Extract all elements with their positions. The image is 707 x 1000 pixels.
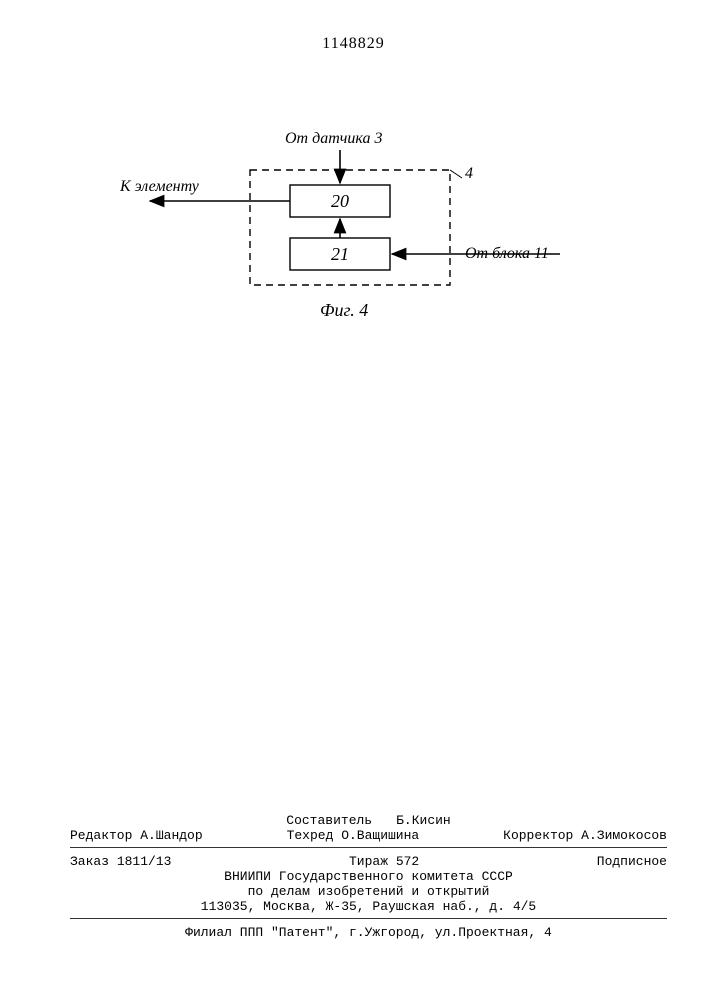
divider-2 bbox=[70, 918, 667, 919]
imprint-footer: Составитель Б.Кисин Редактор А.Шандор Те… bbox=[70, 813, 667, 940]
figure-4-diagram: От датчика 3 К элементу От блока 11 4 20… bbox=[120, 130, 580, 360]
dashed-block-4 bbox=[250, 170, 450, 285]
tirazh-value: 572 bbox=[396, 854, 419, 869]
branch-line: Филиал ППП "Патент", г.Ужгород, ул.Проек… bbox=[70, 925, 667, 940]
order-label: Заказ bbox=[70, 854, 109, 869]
techred-label: Техред bbox=[287, 828, 334, 843]
org-address: 113035, Москва, Ж-35, Раушская наб., д. … bbox=[70, 899, 667, 914]
page: 1148829 От датчика 3 К элементу От блока… bbox=[0, 0, 707, 1000]
compiler-row: Составитель Б.Кисин bbox=[70, 813, 667, 828]
label-from-sensor-3: От датчика 3 bbox=[285, 130, 382, 148]
editor-label: Редактор bbox=[70, 828, 132, 843]
techred-name: О.Ващишина bbox=[341, 828, 419, 843]
org-line-1: ВНИИПИ Государственного комитета СССР bbox=[70, 869, 667, 884]
subscription: Подписное bbox=[597, 854, 667, 869]
techred: Техред О.Ващишина bbox=[287, 828, 420, 843]
compiler-name: Б.Кисин bbox=[396, 813, 451, 828]
corrector: Корректор А.Зимокосов bbox=[503, 828, 667, 843]
corrector-name: А.Зимокосов bbox=[581, 828, 667, 843]
editor-name: А.Шандор bbox=[140, 828, 202, 843]
org-line-2: по делам изобретений и открытий bbox=[70, 884, 667, 899]
tirazh-label: Тираж bbox=[349, 854, 388, 869]
divider-1 bbox=[70, 847, 667, 848]
label-from-block-11: От блока 11 bbox=[465, 245, 549, 263]
credits-row: Редактор А.Шандор Техред О.Ващишина Корр… bbox=[70, 828, 667, 843]
figure-caption: Фиг. 4 bbox=[320, 300, 368, 321]
corrector-label: Корректор bbox=[503, 828, 573, 843]
tirazh: Тираж 572 bbox=[349, 854, 419, 869]
order: Заказ 1811/13 bbox=[70, 854, 171, 869]
leader-to-ref-4 bbox=[450, 170, 462, 178]
block-ref-4: 4 bbox=[465, 165, 473, 183]
print-info-row: Заказ 1811/13 Тираж 572 Подписное bbox=[70, 854, 667, 869]
box-21-label: 21 bbox=[331, 244, 349, 264]
order-value: 1811/13 bbox=[117, 854, 172, 869]
label-to-element: К элементу bbox=[120, 178, 199, 196]
compiler-label: Составитель bbox=[286, 813, 372, 828]
box-20-label: 20 bbox=[331, 191, 349, 211]
document-number: 1148829 bbox=[0, 35, 707, 53]
editor: Редактор А.Шандор bbox=[70, 828, 203, 843]
